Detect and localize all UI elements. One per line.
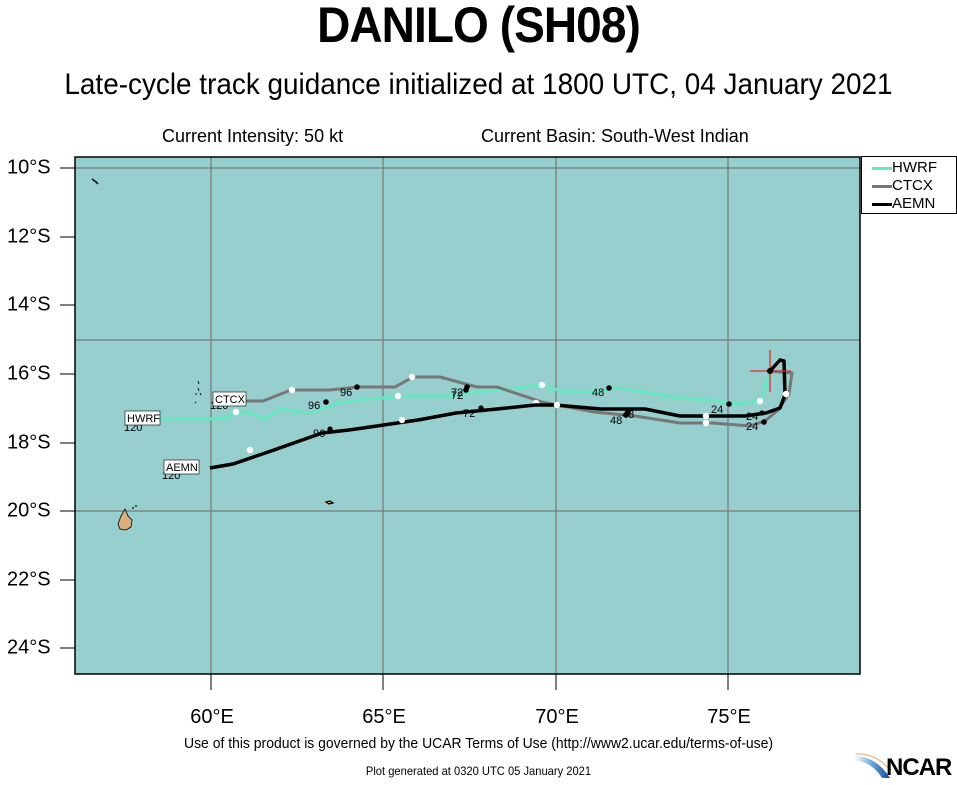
legend-item-ctcx: CTCX [872,178,933,194]
y-tick-label: 22°S [7,568,51,591]
svg-text:48: 48 [622,409,634,421]
svg-text:AEMN: AEMN [166,462,198,474]
track-hwrf [157,370,772,421]
svg-text:96: 96 [340,387,352,399]
x-tick-label: 75°E [707,706,751,728]
svg-text:24: 24 [746,421,758,433]
land-islands [91,178,335,531]
page-subtitle: Late-cycle track guidance initialized at… [64,68,893,101]
island-mauritius [117,508,133,531]
hwrf-swatch-icon [872,166,892,170]
svg-text:HWRF: HWRF [127,413,160,425]
svg-text:CTCX: CTCX [215,394,246,406]
current-position-marker [750,350,791,392]
svg-text:96: 96 [313,428,325,440]
svg-text:72: 72 [451,387,463,399]
x-tick-label: 65°E [362,706,406,728]
legend-item-aemn: AEMN [872,196,935,212]
aemn-swatch-icon [872,202,892,206]
plot-generated-time: Plot generated at 0320 UTC 05 January 20… [365,764,592,778]
svg-text:72: 72 [463,408,475,420]
svg-text:96: 96 [308,400,320,412]
map-frame [74,156,861,675]
legend: HWRF CTCX AEMN [861,156,957,214]
current-basin: Current Basin: South-West Indian [481,126,749,146]
model-end-labels: HWRF CTCX AEMN [124,391,247,475]
axis-ticks [60,167,729,690]
y-tick-label: 16°S [7,362,51,385]
island-agalega [91,178,99,185]
legend-item-hwrf: HWRF [872,160,937,176]
x-tick-label: 70°E [535,706,579,728]
y-tick-label: 18°S [7,431,51,454]
svg-text:24: 24 [711,404,723,416]
svg-text:24: 24 [746,411,758,423]
ncar-logo: NCAR [852,748,957,781]
svg-text:48: 48 [610,415,622,427]
y-tick-label: 14°S [7,293,51,316]
track-aemn [209,358,790,470]
ctcx-swatch-icon [872,184,892,188]
y-tick-label: 10°S [7,156,51,179]
svg-text:72: 72 [451,390,463,402]
grid-lines [75,157,860,674]
y-tick-label: 20°S [7,499,51,522]
y-tick-label: 12°S [7,225,51,248]
x-tick-label: 60°E [190,706,234,728]
current-intensity: Current Intensity: 50 kt [162,126,344,146]
svg-text:48: 48 [592,387,604,399]
page-title: DANILO (SH08) [317,0,641,53]
y-tick-label: 24°S [7,636,51,659]
ncar-swoosh-icon [854,753,891,778]
terms-of-use: Use of this product is governed by the U… [184,735,773,752]
island-rodrigues [324,500,335,505]
